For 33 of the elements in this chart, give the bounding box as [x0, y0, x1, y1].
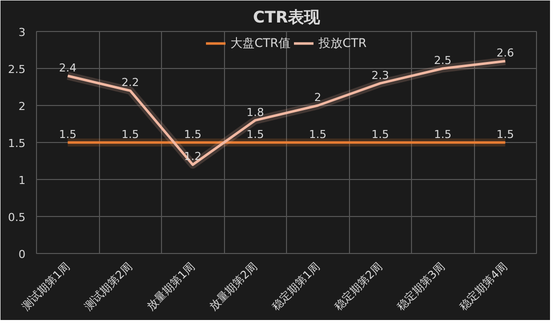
- data-label: 1.5: [184, 128, 202, 141]
- y-tick-label: 0.5: [8, 211, 26, 224]
- data-label: 2.4: [59, 61, 77, 74]
- legend-label: 投放CTR: [318, 34, 367, 52]
- data-label: 2.5: [434, 54, 452, 67]
- data-label: 2.3: [372, 68, 390, 82]
- y-tick-label: 2: [18, 100, 26, 113]
- x-tick-label: 稳定期第1周: [269, 260, 322, 313]
- y-tick-label: 1.5: [8, 137, 26, 150]
- y-tick-label: 0: [18, 248, 26, 261]
- y-tick-label: 3: [18, 26, 26, 39]
- y-tick-label: 1: [18, 174, 26, 187]
- chart-title: CTR表现: [253, 8, 321, 26]
- x-tick-label: 放量期第2周: [206, 260, 260, 313]
- data-label: 1.5: [434, 128, 452, 141]
- data-label: 1.5: [59, 128, 77, 141]
- data-label: 2.6: [496, 46, 514, 60]
- x-tick-label: 测试期第2周: [82, 260, 135, 313]
- legend-label: 大盘CTR值: [230, 34, 290, 52]
- data-label: 1.5: [246, 128, 264, 141]
- x-tick-label: 放量期第1周: [144, 260, 198, 313]
- data-label: 1.5: [372, 128, 390, 141]
- x-tick-label: 稳定期第4周: [456, 260, 510, 313]
- data-label: 1.5: [122, 128, 140, 141]
- data-label: 1.5: [496, 128, 514, 141]
- y-tick-label: 2.5: [8, 63, 26, 76]
- x-tick-label: 测试期第1周: [19, 260, 72, 313]
- data-label: 2: [314, 91, 322, 104]
- data-label: 1.8: [246, 106, 264, 119]
- x-tick-label: 稳定期第3周: [394, 260, 448, 313]
- data-label: 1.5: [309, 128, 327, 141]
- x-tick-label: 稳定期第2周: [332, 260, 385, 313]
- data-label: 2.2: [122, 76, 140, 90]
